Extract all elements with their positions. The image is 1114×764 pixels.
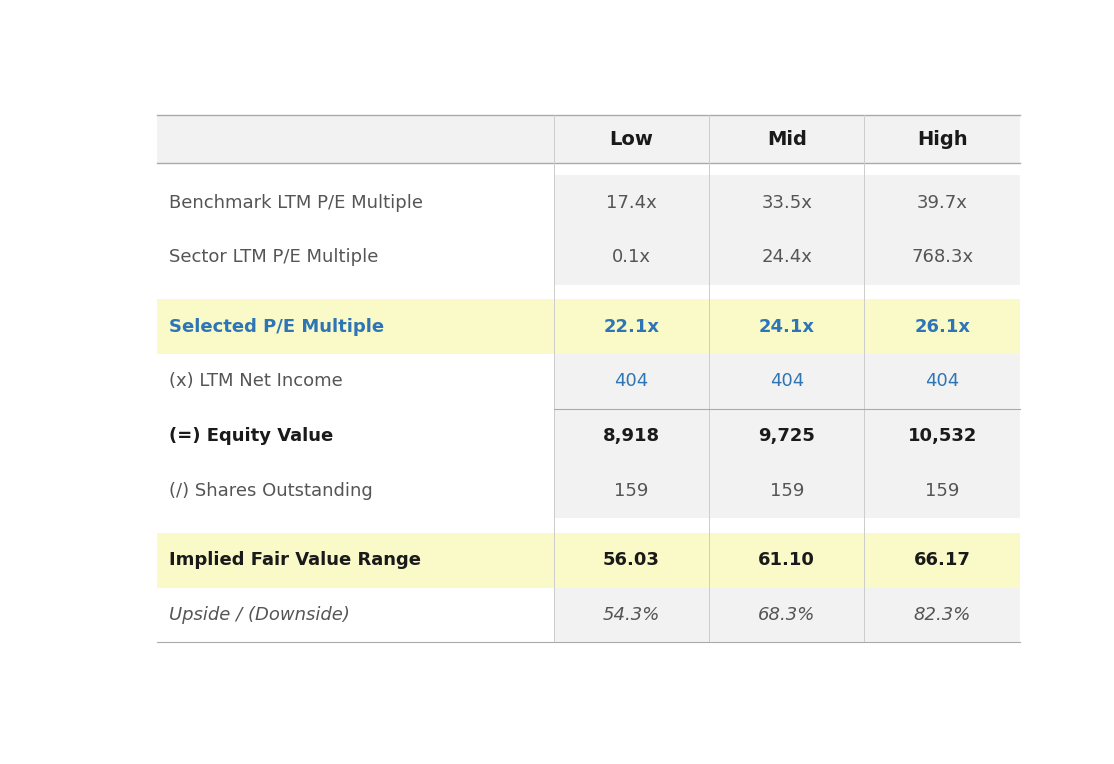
Bar (554, 409, 1020, 464)
Bar (554, 464, 1020, 518)
Text: 26.1x: 26.1x (915, 318, 970, 335)
Bar (554, 230, 1020, 285)
Text: Mid: Mid (766, 130, 807, 149)
Bar (156, 115, 1020, 163)
Bar (554, 175, 1020, 230)
Bar (156, 299, 554, 354)
Text: 0.1x: 0.1x (612, 248, 651, 267)
Text: 61.10: 61.10 (759, 552, 815, 569)
Text: 22.1x: 22.1x (604, 318, 659, 335)
Text: 159: 159 (925, 482, 959, 500)
Bar (554, 588, 1020, 643)
Bar (156, 533, 1020, 588)
Bar (156, 533, 554, 588)
Bar (156, 299, 1020, 354)
Text: 159: 159 (770, 482, 804, 500)
Text: 54.3%: 54.3% (603, 606, 661, 624)
Text: 68.3%: 68.3% (758, 606, 815, 624)
Bar (554, 354, 1020, 409)
Text: Benchmark LTM P/E Multiple: Benchmark LTM P/E Multiple (169, 193, 423, 212)
Text: 24.1x: 24.1x (759, 318, 814, 335)
Text: 9,725: 9,725 (759, 427, 815, 445)
Bar (554, 299, 1020, 354)
Text: Implied Fair Value Range: Implied Fair Value Range (169, 552, 421, 569)
Text: 24.4x: 24.4x (761, 248, 812, 267)
Text: (/) Shares Outstanding: (/) Shares Outstanding (169, 482, 373, 500)
Text: 404: 404 (614, 372, 648, 390)
Text: 768.3x: 768.3x (911, 248, 974, 267)
Text: 66.17: 66.17 (913, 552, 970, 569)
Bar (156, 230, 554, 285)
Bar (156, 354, 554, 409)
Bar (554, 533, 1020, 588)
Bar (156, 409, 554, 464)
Text: Low: Low (609, 130, 653, 149)
Text: 82.3%: 82.3% (913, 606, 971, 624)
Text: 404: 404 (925, 372, 959, 390)
Bar (156, 464, 554, 518)
Text: 8,918: 8,918 (603, 427, 659, 445)
Text: Selected P/E Multiple: Selected P/E Multiple (169, 318, 384, 335)
Text: 33.5x: 33.5x (761, 193, 812, 212)
Text: Upside / (Downside): Upside / (Downside) (169, 606, 350, 624)
Text: 159: 159 (614, 482, 648, 500)
Text: 39.7x: 39.7x (917, 193, 968, 212)
Text: High: High (917, 130, 967, 149)
Text: (x) LTM Net Income: (x) LTM Net Income (169, 372, 343, 390)
Bar (156, 588, 554, 643)
Text: 10,532: 10,532 (908, 427, 977, 445)
Text: 17.4x: 17.4x (606, 193, 657, 212)
Text: 56.03: 56.03 (603, 552, 659, 569)
Bar (156, 175, 554, 230)
Text: 404: 404 (770, 372, 804, 390)
Text: (=) Equity Value: (=) Equity Value (169, 427, 334, 445)
Text: Sector LTM P/E Multiple: Sector LTM P/E Multiple (169, 248, 379, 267)
